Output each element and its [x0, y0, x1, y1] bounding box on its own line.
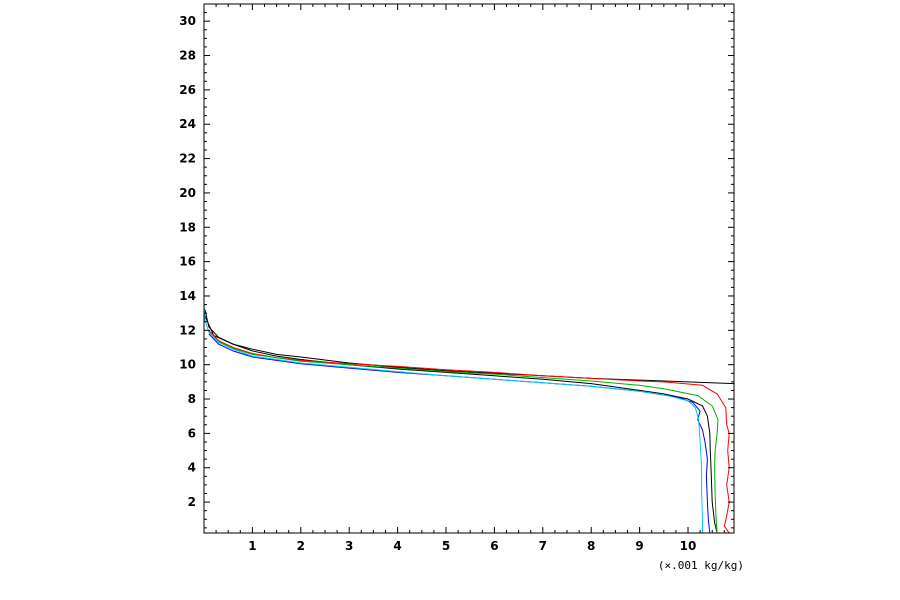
x-tick-label: 2 — [297, 539, 305, 553]
y-tick-label: 6 — [188, 426, 196, 440]
plot-frame — [203, 3, 735, 534]
x-tick-label: 4 — [393, 539, 401, 553]
series-line-1 — [204, 309, 718, 534]
x-tick-label: 6 — [490, 539, 498, 553]
y-tick-label: 4 — [188, 461, 196, 475]
x-tick-label: 9 — [635, 539, 643, 553]
y-tick-label: 26 — [179, 83, 196, 97]
x-tick-label: 10 — [680, 539, 697, 553]
x-tick-label: 7 — [539, 539, 547, 553]
series-line-5 — [208, 333, 711, 534]
y-tick-label: 18 — [179, 220, 196, 234]
x-tick-label: 1 — [248, 539, 256, 553]
x-tick-label: 8 — [587, 539, 595, 553]
y-tick-label: 28 — [179, 49, 196, 63]
series-layer — [203, 4, 735, 534]
y-tick-label: 10 — [179, 358, 196, 372]
x-tick-label: 3 — [345, 539, 353, 553]
y-tick-label: 14 — [179, 289, 196, 303]
y-tick-label: 8 — [188, 392, 196, 406]
series-line-2 — [204, 314, 735, 385]
x-tick-label: 5 — [442, 539, 450, 553]
y-tick-label: 12 — [179, 323, 196, 337]
y-tick-label: 16 — [179, 255, 196, 269]
y-tick-label: 24 — [179, 117, 196, 131]
y-tick-label: 30 — [179, 14, 196, 28]
ticks-layer — [204, 3, 734, 533]
y-tick-label: 22 — [179, 152, 196, 166]
series-line-6 — [203, 4, 703, 533]
x-axis-unit-label: (×.001 kg/kg) — [658, 559, 744, 572]
y-tick-label: 2 — [188, 495, 196, 509]
series-line-4 — [208, 331, 719, 534]
y-tick-label: 20 — [179, 186, 196, 200]
